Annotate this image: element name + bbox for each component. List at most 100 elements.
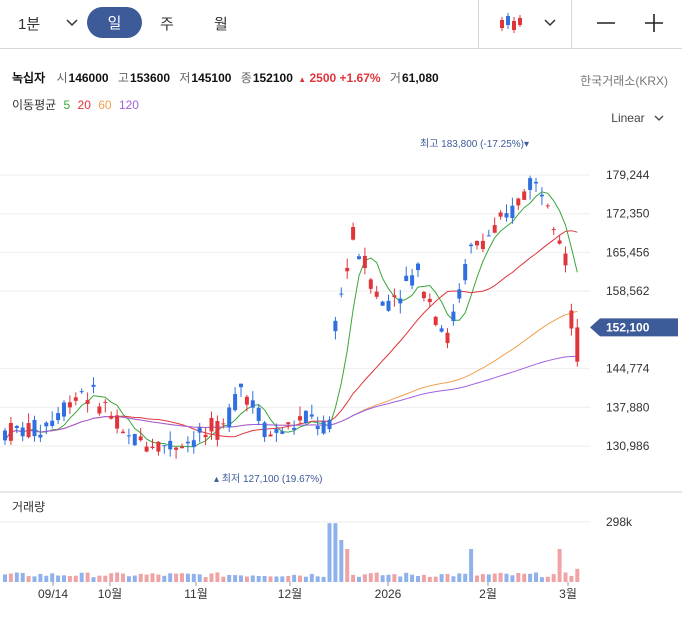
scale-mode-select[interactable]: Linear <box>611 111 664 125</box>
y-tick-label: 165,456 <box>606 245 650 259</box>
candle-body <box>73 397 78 401</box>
volume-bar <box>557 549 562 582</box>
ma-line-60 <box>4 310 578 441</box>
moving-average-lines <box>4 191 578 448</box>
volume-bar <box>150 573 155 582</box>
zoom-in-button[interactable] <box>644 0 664 46</box>
volume-bar <box>416 576 420 582</box>
ma-60[interactable]: 60 <box>98 98 112 112</box>
candle-body <box>79 391 84 393</box>
low-label: 저 <box>179 71 191 85</box>
volume-bar <box>20 572 25 582</box>
candle-body <box>386 300 391 311</box>
volume-bar <box>250 575 255 582</box>
candle-body <box>392 295 397 298</box>
volume-bar <box>50 573 55 582</box>
candle-body <box>539 194 544 197</box>
ma-5[interactable]: 5 <box>63 98 71 112</box>
candle-body <box>233 394 238 411</box>
interval-label: 1분 <box>18 15 41 33</box>
volume-bar <box>480 574 485 582</box>
ma-line-120 <box>4 355 578 441</box>
chart-type-select[interactable] <box>498 0 556 46</box>
candle-body <box>498 212 503 217</box>
ma-20[interactable]: 20 <box>77 98 91 112</box>
y-tick-label: 144,774 <box>606 362 650 376</box>
volume-bar <box>191 573 196 582</box>
volume-bar <box>115 572 120 582</box>
candle-body <box>115 415 120 429</box>
candle-body <box>327 419 332 430</box>
candle-body <box>138 436 143 441</box>
price-axis: 179,244 172,350 165,456 158,562 144,774 137,8… <box>606 168 650 453</box>
y-tick-label: 130,986 <box>606 439 650 453</box>
volume-bar <box>475 575 479 582</box>
change-value: 2500 <box>309 71 337 85</box>
volume-bar <box>32 576 37 582</box>
volume-bar <box>280 576 285 582</box>
candle-body <box>8 422 13 441</box>
period-tab-day[interactable]: 일 <box>87 7 142 38</box>
candle-body <box>292 427 297 430</box>
candle-body <box>569 310 574 329</box>
volume-bar <box>221 576 226 582</box>
volume-bar <box>309 573 314 582</box>
volume-bar <box>26 576 31 582</box>
volume-bar <box>3 574 7 582</box>
stock-name: 녹십자 <box>12 71 46 85</box>
candle-body <box>528 178 533 190</box>
volume-bar <box>56 575 61 582</box>
candle-body <box>534 181 538 184</box>
last-price-marker <box>590 318 678 337</box>
candle-body <box>286 422 291 425</box>
volume-bar <box>410 574 415 582</box>
candle-body <box>150 446 155 448</box>
candle-body <box>103 401 108 403</box>
candle-body <box>156 441 161 452</box>
candle-body <box>14 425 19 429</box>
candle-body <box>203 434 208 438</box>
volume-bar <box>368 573 373 582</box>
volume-bar <box>498 572 503 582</box>
candle-body <box>486 235 491 237</box>
candle-body <box>32 419 37 437</box>
candle-body <box>457 289 462 299</box>
interval-select[interactable]: 1분 <box>18 0 78 46</box>
volume-bar <box>433 576 438 582</box>
candlestick-series <box>3 175 580 459</box>
zoom-out-button[interactable] <box>596 0 616 46</box>
x-tick-label: 12월 <box>278 587 302 601</box>
moving-average-legend: 이동평균 5 20 60 120 <box>12 96 143 113</box>
x-tick-label: 2월 <box>479 587 497 601</box>
period-tab-month[interactable]: 월 <box>214 0 228 46</box>
ma-120[interactable]: 120 <box>118 98 139 112</box>
candle-body <box>309 414 314 417</box>
candle-body <box>339 293 344 295</box>
candle-body <box>121 431 125 434</box>
candle-body <box>44 422 49 427</box>
high-label: 고 <box>117 71 129 85</box>
volume-bar <box>486 574 491 582</box>
volume-bar <box>357 576 361 582</box>
candle-body <box>209 417 214 432</box>
volume-bar <box>539 577 544 582</box>
candle-body <box>168 440 173 450</box>
price-grid <box>0 174 590 447</box>
volume-bar <box>14 572 19 582</box>
volume-bar <box>522 573 527 582</box>
volume-bar <box>227 574 232 582</box>
candle-body <box>38 434 43 438</box>
candle-body <box>433 316 438 325</box>
period-tab-week[interactable]: 주 <box>160 0 174 46</box>
volume-bar <box>427 576 432 582</box>
candle-body <box>50 420 55 426</box>
volume-bar <box>457 573 462 582</box>
volume-bar <box>126 576 131 582</box>
candle-body <box>427 298 432 303</box>
volume-bar <box>121 573 125 582</box>
volume-bar <box>463 573 468 582</box>
candle-body <box>575 327 580 362</box>
volume-bar <box>103 575 108 582</box>
candle-body <box>416 263 420 271</box>
